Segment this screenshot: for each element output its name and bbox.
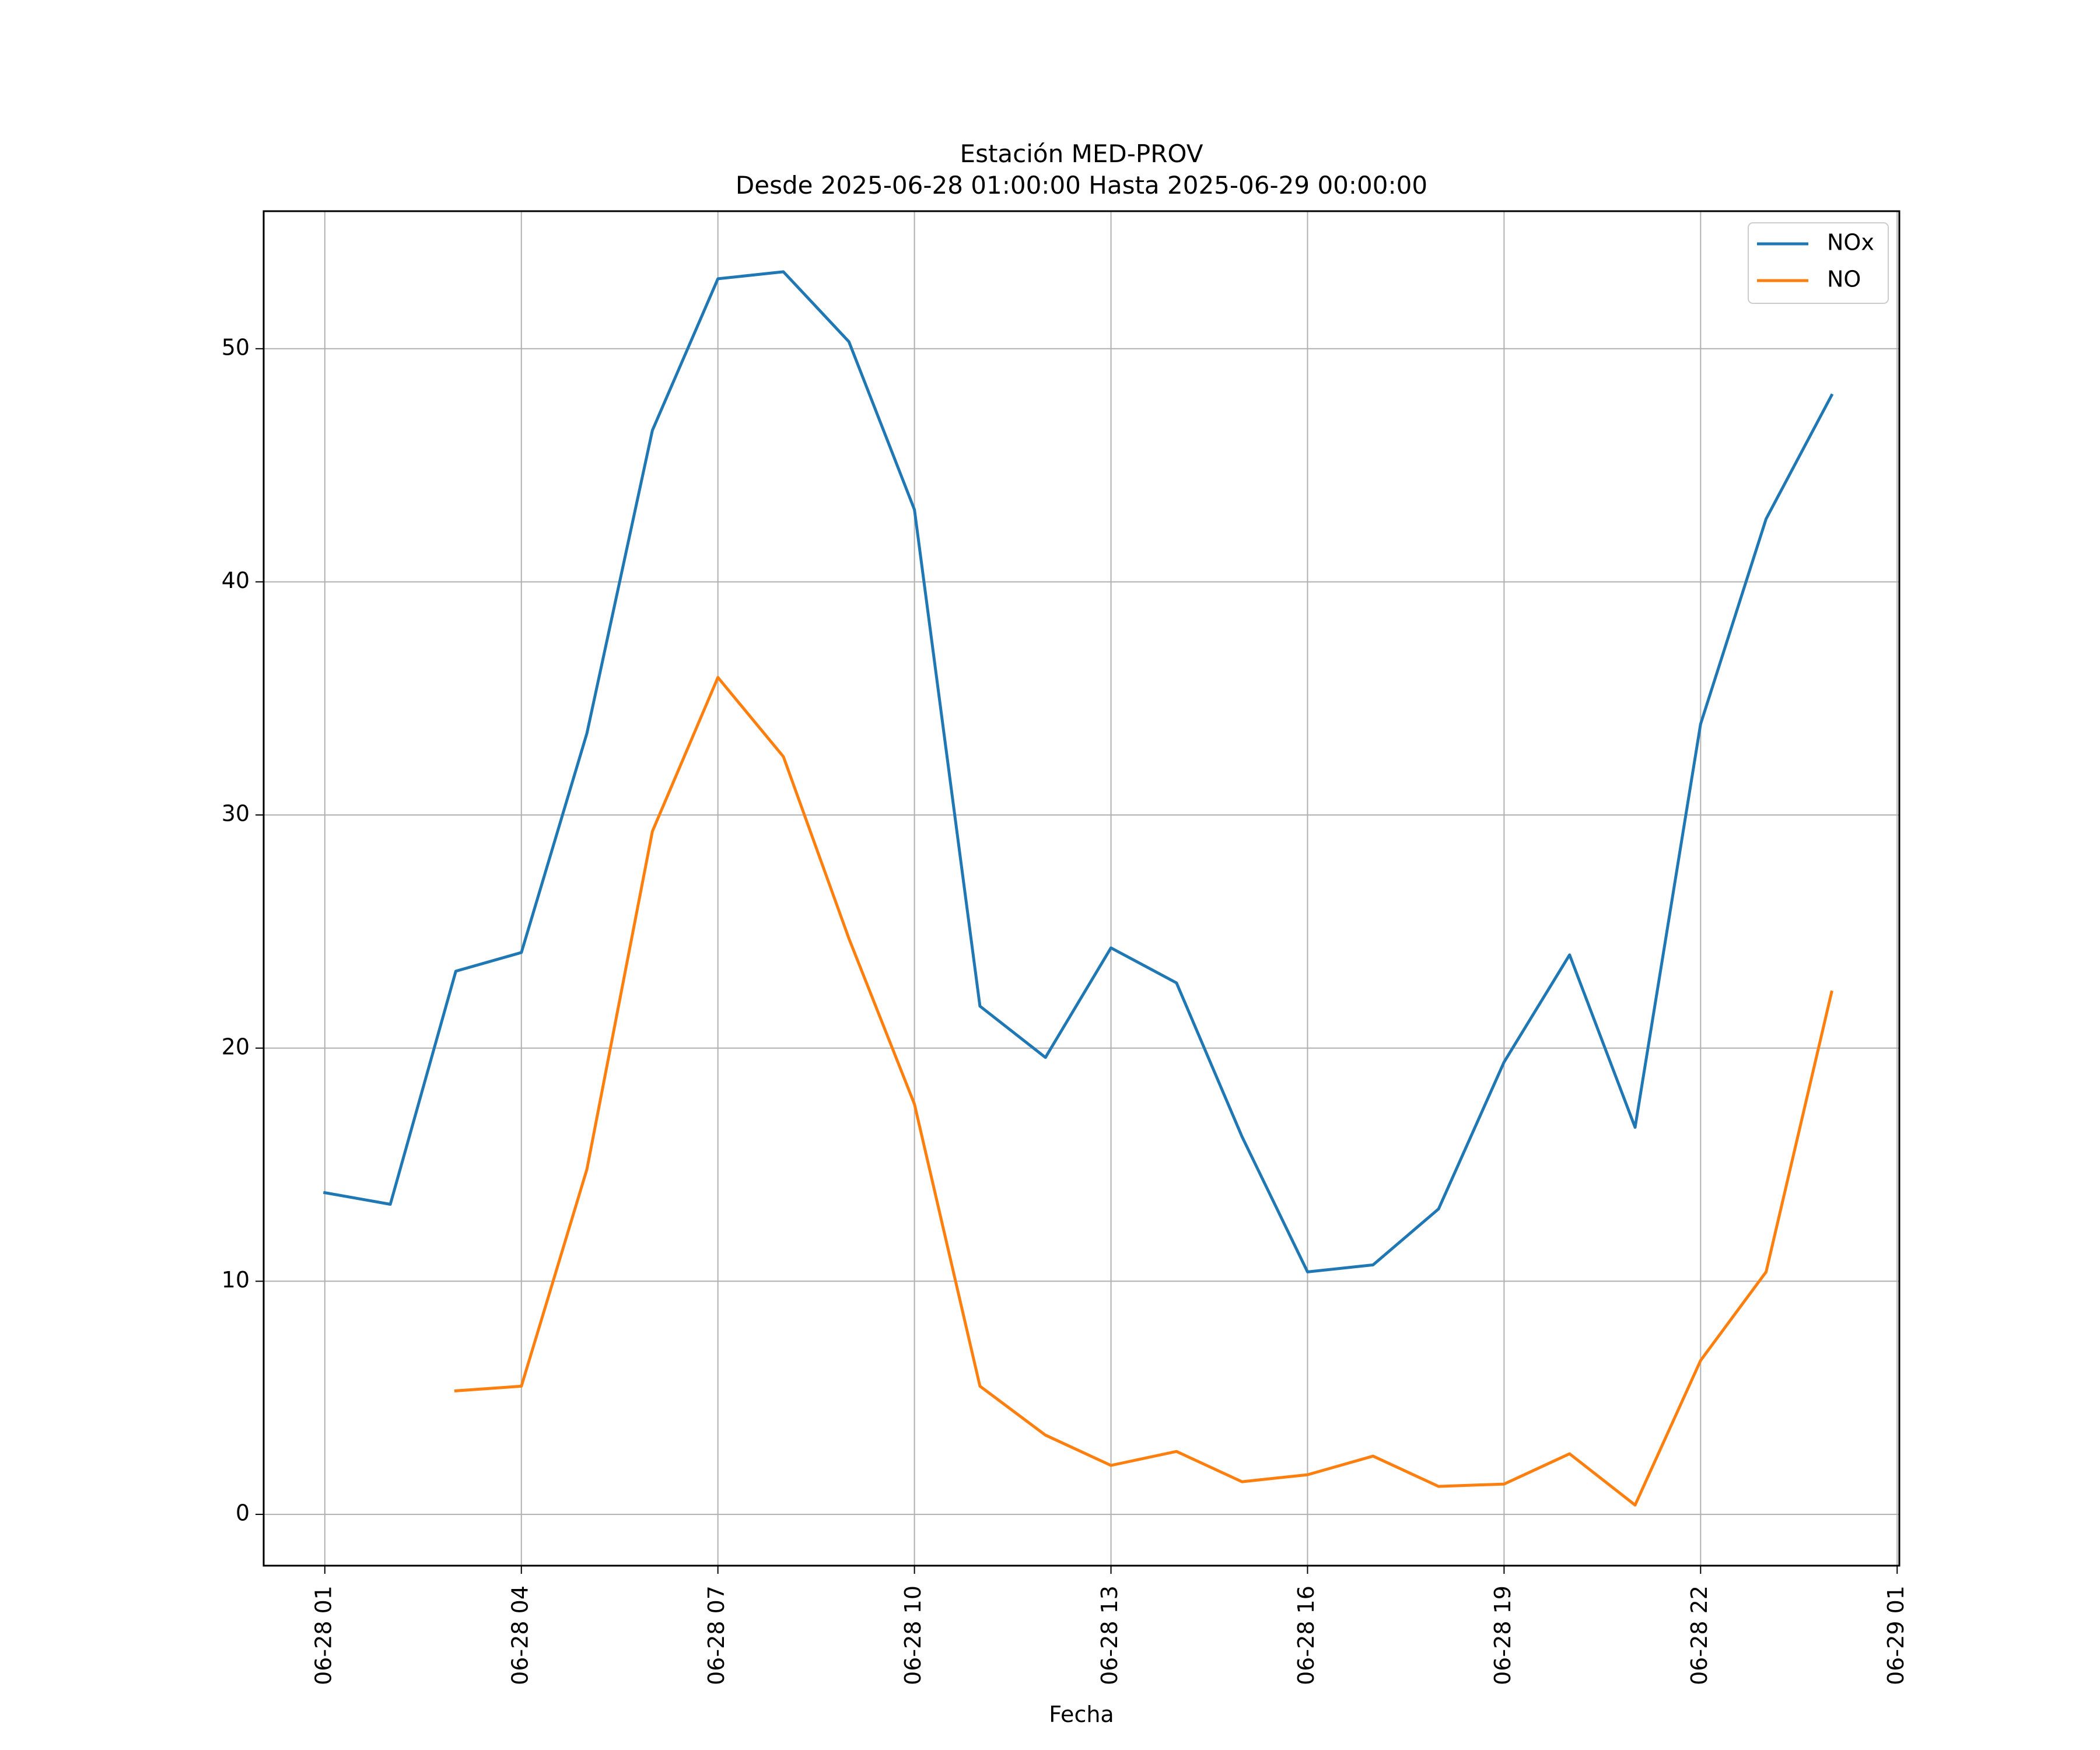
x-tick-label: 06-28 01 [310,1586,336,1685]
chart-title: Estación MED-PROV [960,139,1203,168]
y-axis: 0 10 20 30 40 50 [222,334,264,1526]
x-tick-label: 06-28 10 [900,1586,926,1685]
legend-label: NO [1827,267,1861,292]
plot-frame [262,210,1901,1567]
x-axis: 06-28 01 06-28 04 06-28 07 06-28 10 06-28 13… [310,1566,1909,1685]
y-tick-label: 20 [222,1034,250,1059]
grid-lines [264,211,1899,1566]
x-tick-label: 06-28 04 [507,1586,533,1685]
x-tick-label: 06-28 13 [1097,1586,1122,1685]
legend: NOx NO [1748,222,1889,304]
x-tick-label: 06-28 19 [1490,1586,1516,1685]
y-tick-label: 50 [222,334,250,360]
series-line-nox [323,270,1834,1273]
y-tick-label: 0 [236,1500,250,1526]
y-tick-label: 10 [222,1267,250,1293]
y-tick-label: 30 [222,801,250,827]
x-tick-label: 06-28 16 [1293,1586,1319,1685]
series-layer [323,270,1834,1507]
x-tick-label: 06-28 07 [704,1586,729,1685]
chart-subtitle: Desde 2025-06-28 01:00:00 Hasta 2025-06-… [736,171,1427,200]
x-tick-label: 06-29 01 [1883,1586,1909,1685]
series-line-no [454,676,1833,1507]
y-tick-label: 40 [222,568,250,593]
legend-label: NOx [1827,230,1874,256]
x-tick-label: 06-28 22 [1686,1586,1712,1685]
x-axis-label: Fecha [1049,1702,1114,1727]
